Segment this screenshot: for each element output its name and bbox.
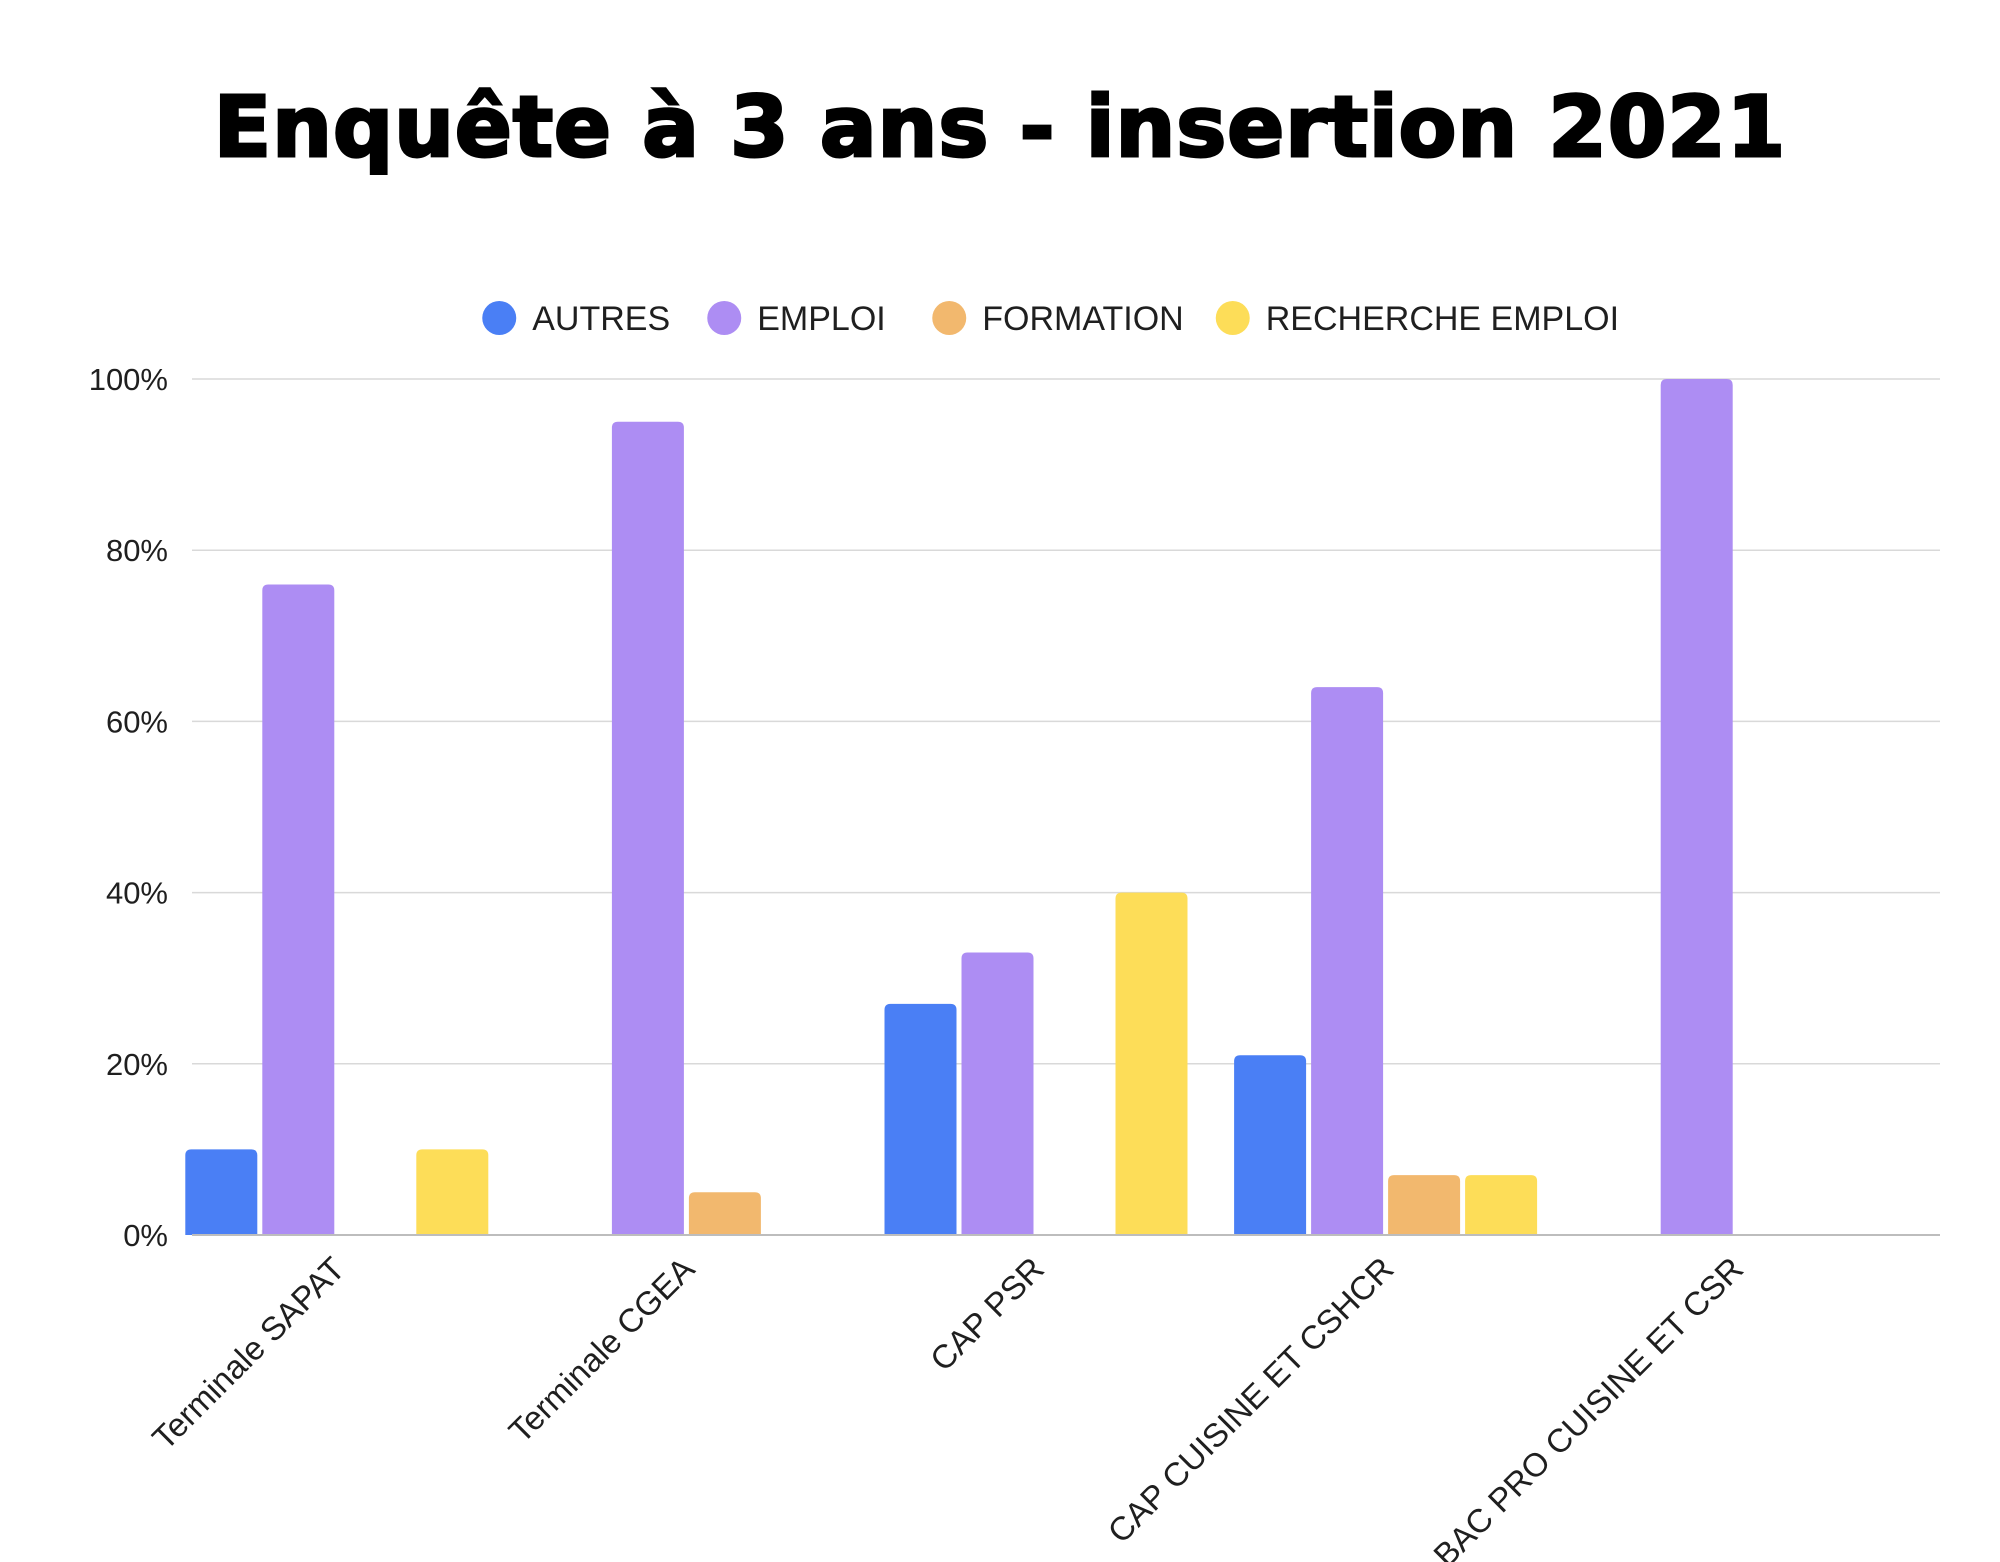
bar-emploi	[611, 421, 684, 1235]
legend: AUTRES EMPLOI FORMATION RECHERCHE EMPLOI	[482, 300, 1619, 338]
grid-lines	[192, 378, 1940, 1065]
legend-label: EMPLOI	[757, 300, 885, 338]
bar-autres	[1234, 1055, 1307, 1235]
x-category-label: CAP CUISINE ET CSHCR	[1100, 1250, 1400, 1550]
legend-item: FORMATION	[932, 300, 1184, 338]
y-tick-label: 100%	[89, 362, 168, 397]
bar-autres	[185, 1149, 258, 1235]
legend-swatch	[482, 301, 517, 335]
y-tick-label: 0%	[123, 1218, 168, 1253]
bar-emploi	[262, 584, 335, 1235]
bar-formation	[688, 1192, 761, 1235]
x-category-label: Terminale SAPAT	[145, 1250, 352, 1457]
legend-item: RECHERCHE EMPLOI	[1215, 300, 1619, 338]
chart-title: Enquête à 3 ans - insertion 2021	[212, 77, 1787, 178]
bar-autres	[884, 1003, 957, 1235]
bar-emploi	[1311, 687, 1384, 1235]
legend-label: AUTRES	[532, 300, 670, 338]
bars	[185, 379, 1733, 1235]
bar-recherche-emploi	[416, 1149, 489, 1235]
x-category-label: CAP PSR	[923, 1250, 1051, 1378]
legend-item: AUTRES	[482, 300, 670, 338]
bar-recherche-emploi	[1465, 1175, 1538, 1235]
x-category-label: Terminale CGEA	[501, 1250, 701, 1450]
y-tick-label: 20%	[106, 1047, 168, 1082]
bar-emploi	[961, 952, 1034, 1235]
y-tick-label: 60%	[106, 704, 168, 739]
y-axis-ticks: 0% 20% 40% 60% 80% 100%	[89, 362, 168, 1253]
legend-swatch	[1215, 301, 1250, 335]
x-axis-categories: Terminale SAPAT Terminale CGEA CAP PSR CAP …	[145, 1250, 1750, 1562]
y-tick-label: 40%	[106, 876, 168, 911]
legend-label: FORMATION	[982, 300, 1183, 338]
bar-emploi	[1660, 379, 1733, 1235]
y-tick-label: 80%	[106, 533, 168, 568]
legend-swatch	[707, 301, 742, 335]
x-category-label: BAC PRO CUISINE ET CSR	[1426, 1250, 1750, 1562]
bar-recherche-emploi	[1115, 892, 1188, 1235]
bar-formation	[1388, 1175, 1461, 1235]
legend-swatch	[932, 301, 967, 335]
legend-label: RECHERCHE EMPLOI	[1266, 300, 1619, 338]
legend-item: EMPLOI	[707, 300, 886, 338]
